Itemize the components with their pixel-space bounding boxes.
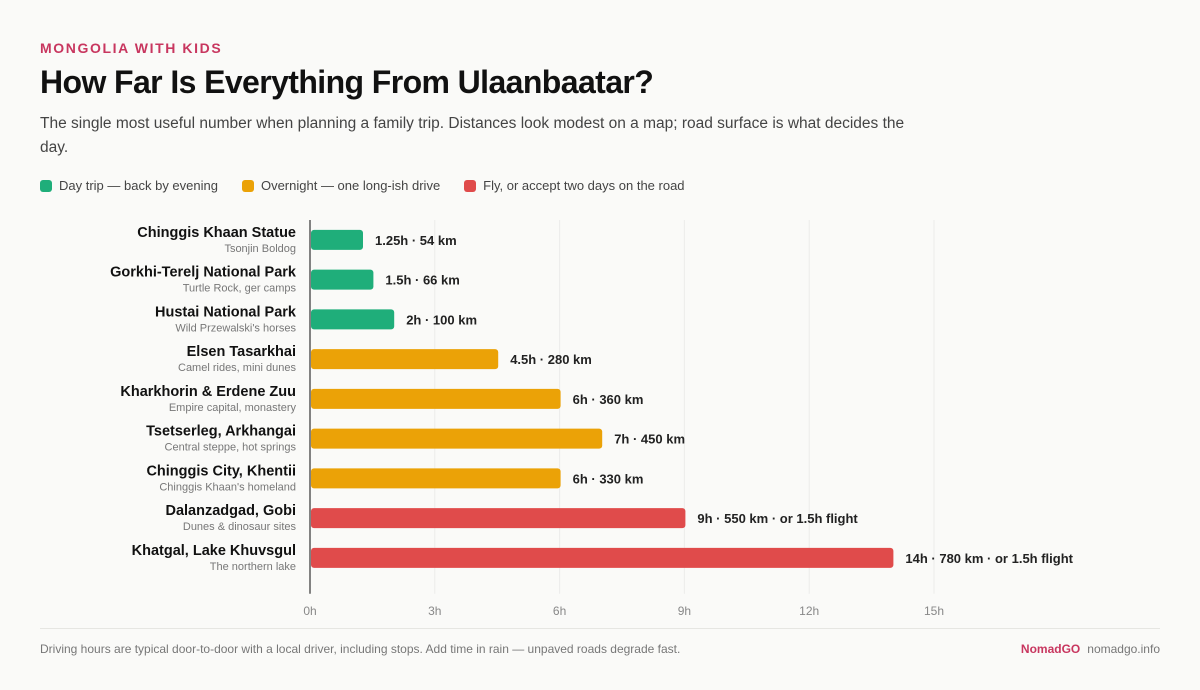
footnote: Driving hours are typical door-to-door w… bbox=[40, 642, 681, 656]
legend-label-day-trip: Day trip — back by evening bbox=[59, 178, 218, 193]
category-label: Tsetserleg, Arkhangai bbox=[146, 424, 296, 440]
category-label: Hustai National Park bbox=[155, 304, 297, 320]
category-label: Elsen Tasarkhai bbox=[187, 344, 296, 360]
bar-value-label: 9h · 550 km · or 1.5h flight bbox=[697, 511, 858, 526]
bar-value-label: 1.25h · 54 km bbox=[375, 233, 457, 248]
category-sublabel: Chinggis Khaan's homeland bbox=[159, 481, 296, 493]
category-sublabel: Dunes & dinosaur sites bbox=[183, 521, 297, 533]
chart-subtitle: The single most useful number when plann… bbox=[40, 115, 905, 156]
legend-item-day-trip: Day trip — back by evening bbox=[40, 178, 218, 193]
legend-swatch-overnight bbox=[241, 179, 254, 192]
category-sublabel: Wild Przewalski's horses bbox=[175, 322, 296, 334]
legend-label-overnight: Overnight — one long-ish drive bbox=[260, 178, 441, 193]
bar bbox=[311, 269, 374, 290]
category-sublabel: Turtle Rock, ger camps bbox=[183, 283, 297, 295]
bar-value-label: 7h · 450 km bbox=[614, 432, 685, 447]
bar bbox=[311, 468, 561, 489]
bar bbox=[311, 428, 603, 449]
x-tick-label: 15h bbox=[924, 604, 944, 618]
category-label: Khatgal, Lake Khuvsgul bbox=[132, 543, 296, 559]
footer-divider bbox=[40, 628, 1160, 629]
bar-value-label: 1.5h · 66 km bbox=[385, 273, 459, 288]
eyebrow-label: MONGOLIA WITH KIDS bbox=[40, 40, 223, 56]
x-tick-label: 12h bbox=[799, 604, 819, 618]
x-tick-label: 9h bbox=[678, 604, 691, 618]
legend-swatch-fly bbox=[464, 179, 477, 192]
chart-title: How Far Is Everything From Ulaanbaatar? bbox=[40, 64, 654, 100]
bar bbox=[311, 508, 686, 529]
brand-site: nomadgo.info bbox=[1087, 642, 1160, 656]
bar bbox=[311, 349, 499, 370]
x-tick-label: 6h bbox=[553, 604, 566, 618]
bar bbox=[311, 229, 363, 250]
bar bbox=[311, 309, 395, 330]
legend-item-overnight: Overnight — one long-ish drive bbox=[241, 178, 441, 193]
x-tick-label: 0h bbox=[303, 604, 316, 618]
brand: NomadGO nomadgo.info bbox=[1021, 642, 1160, 656]
legend-item-fly: Fly, or accept two days on the road bbox=[464, 178, 685, 193]
category-label: Chinggis City, Khentii bbox=[146, 463, 296, 479]
category-label: Gorkhi-Terelj National Park bbox=[110, 265, 297, 281]
bar-value-label: 6h · 360 km bbox=[573, 392, 644, 407]
category-sublabel: Tsonjin Boldog bbox=[224, 243, 296, 255]
legend: Day trip — back by evening Overnight — o… bbox=[40, 178, 685, 193]
bar-value-label: 14h · 780 km · or 1.5h flight bbox=[905, 551, 1073, 566]
category-sublabel: The northern lake bbox=[210, 561, 296, 573]
bar-value-label: 2h · 100 km bbox=[406, 312, 477, 327]
category-label: Kharkhorin & Erdene Zuu bbox=[120, 384, 296, 400]
bar-value-label: 4.5h · 280 km bbox=[510, 352, 592, 367]
category-label: Dalanzadgad, Gobi bbox=[165, 503, 296, 519]
bar bbox=[311, 388, 561, 409]
x-tick-label: 3h bbox=[428, 604, 441, 618]
bar bbox=[311, 547, 894, 568]
brand-name: NomadGO bbox=[1020, 642, 1081, 656]
category-sublabel: Camel rides, mini dunes bbox=[178, 362, 296, 374]
legend-label-fly: Fly, or accept two days on the road bbox=[483, 178, 685, 193]
category-sublabel: Empire capital, monastery bbox=[169, 402, 297, 414]
bar-value-label: 6h · 330 km bbox=[573, 471, 644, 486]
category-label: Chinggis Khaan Statue bbox=[137, 225, 296, 241]
category-sublabel: Central steppe, hot springs bbox=[165, 442, 297, 454]
legend-swatch-day-trip bbox=[40, 179, 52, 192]
